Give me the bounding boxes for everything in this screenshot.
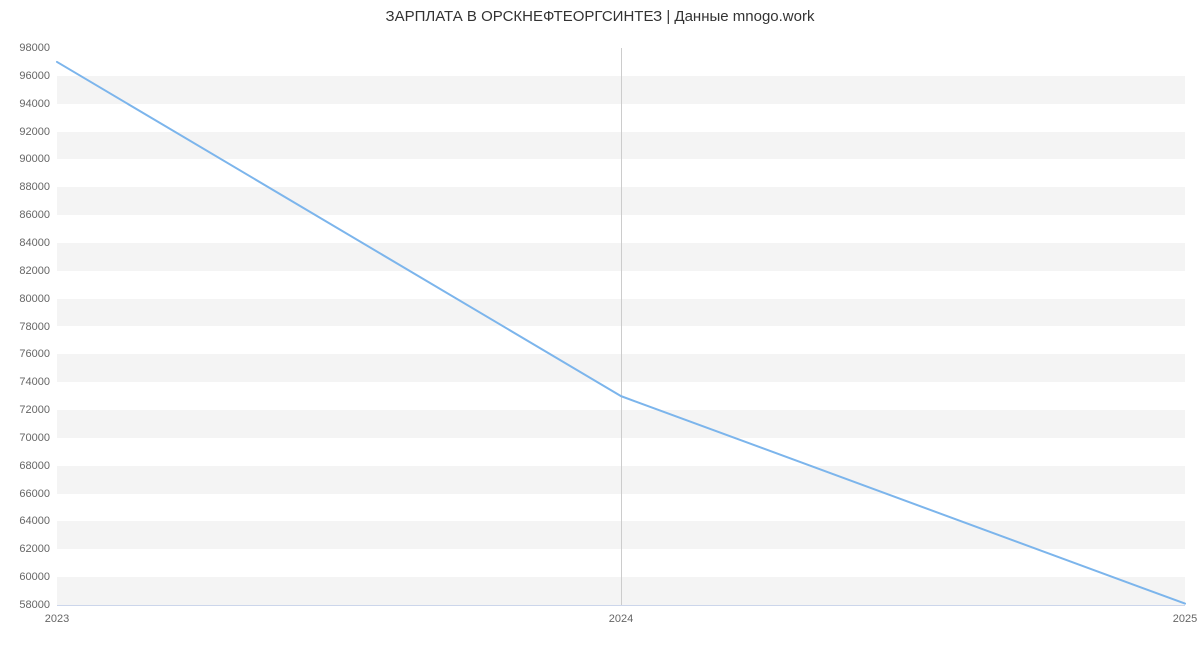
x-axis-tick: 2024 <box>609 613 633 625</box>
x-axis-tick: 2023 <box>45 613 69 625</box>
y-axis-tick: 82000 <box>5 265 50 277</box>
x-axis-tick: 2025 <box>1173 613 1197 625</box>
y-axis-tick: 60000 <box>5 571 50 583</box>
chart-title: ЗАРПЛАТА В ОРСКНЕФТЕОРГСИНТЕЗ | Данные m… <box>0 8 1200 25</box>
y-axis-tick: 90000 <box>5 153 50 165</box>
y-axis-tick: 92000 <box>5 126 50 138</box>
y-axis-tick: 86000 <box>5 209 50 221</box>
y-axis-tick: 66000 <box>5 488 50 500</box>
y-axis-tick: 84000 <box>5 237 50 249</box>
y-axis-tick: 96000 <box>5 70 50 82</box>
y-axis-tick: 64000 <box>5 515 50 527</box>
y-axis-tick: 70000 <box>5 432 50 444</box>
salary-line-chart: ЗАРПЛАТА В ОРСКНЕФТЕОРГСИНТЕЗ | Данные m… <box>0 0 1200 650</box>
y-axis-tick: 74000 <box>5 376 50 388</box>
y-axis-tick: 98000 <box>5 42 50 54</box>
y-axis-tick: 58000 <box>5 599 50 611</box>
y-axis-tick: 76000 <box>5 348 50 360</box>
x-axis-line <box>57 605 1185 606</box>
y-axis-tick: 72000 <box>5 404 50 416</box>
y-axis-tick: 68000 <box>5 460 50 472</box>
y-axis-tick: 80000 <box>5 293 50 305</box>
y-axis-tick: 88000 <box>5 181 50 193</box>
y-axis-tick: 94000 <box>5 98 50 110</box>
series-line <box>57 48 1185 605</box>
plot-area: 5800060000620006400066000680007000072000… <box>57 48 1185 605</box>
y-axis-tick: 78000 <box>5 321 50 333</box>
y-axis-tick: 62000 <box>5 543 50 555</box>
